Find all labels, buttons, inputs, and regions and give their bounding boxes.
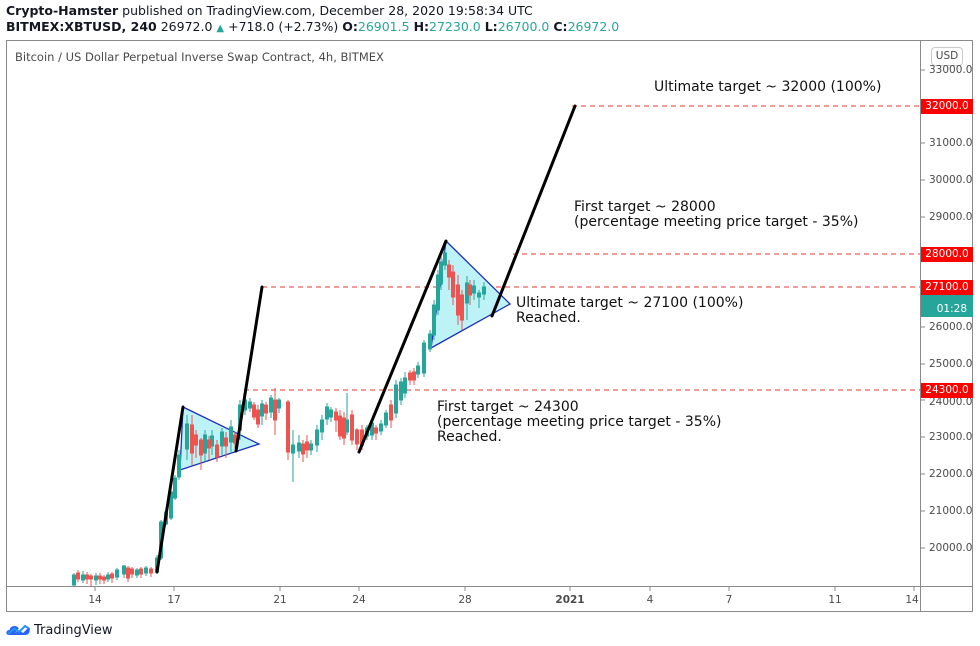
high-value: 27230.0 bbox=[429, 19, 481, 34]
annotation-first-28000-line2: (percentage meeting price target - 35%) bbox=[574, 214, 859, 230]
x-tick: 4 bbox=[646, 594, 654, 606]
price-label-28000[interactable]: 28000.0 bbox=[921, 247, 973, 262]
price-change: +718.0 (+2.73%) bbox=[228, 19, 339, 34]
x-tick: 28 bbox=[458, 594, 472, 606]
publish-info: Crypto-Hamster published on TradingView.… bbox=[6, 3, 533, 18]
annotation-first-24300-line3: Reached. bbox=[437, 429, 502, 445]
y-tick: 23000.0 bbox=[929, 431, 973, 443]
price-label-27100[interactable]: 27100.0 bbox=[921, 280, 973, 295]
close-label: C: bbox=[553, 19, 568, 34]
x-tick: 24 bbox=[352, 594, 366, 606]
y-tick: 24000.0 bbox=[929, 396, 973, 408]
projection-line-1 bbox=[234, 285, 264, 453]
close-value: 26972.0 bbox=[567, 19, 620, 34]
annotation-ultimate-32000[interactable]: Ultimate target ~ 32000 (100%) bbox=[654, 79, 882, 95]
annotation-first-28000-line1: First target ~ 28000 bbox=[574, 199, 716, 215]
chart-frame bbox=[6, 40, 973, 612]
x-tick: 7 bbox=[725, 594, 733, 606]
y-tick: 25000.0 bbox=[929, 358, 973, 370]
up-arrow-icon: ▲ bbox=[216, 23, 225, 34]
target-lines bbox=[244, 105, 920, 391]
price-label-24300[interactable]: 24300.0 bbox=[921, 383, 973, 398]
x-tick: 17 bbox=[167, 594, 181, 606]
current-price-label[interactable] bbox=[921, 295, 973, 302]
tradingview-logo[interactable]: TradingView bbox=[6, 620, 113, 640]
y-tick: 20000.0 bbox=[929, 542, 973, 554]
chart-title: Bitcoin / US Dollar Perpetual Inverse Sw… bbox=[15, 50, 384, 64]
annotation-first-28000[interactable]: First target ~ 28000 (percentage meeting… bbox=[574, 200, 858, 230]
x-tick: 11 bbox=[828, 594, 842, 606]
ohlc-legend: BITMEX:XBTUSD, 240 26972.0 ▲ +718.0 (+2.… bbox=[6, 19, 619, 36]
y-tick: 31000.0 bbox=[929, 137, 973, 149]
y-tick: 29000.0 bbox=[929, 211, 973, 223]
candlesticks bbox=[72, 250, 486, 586]
pole-line-2 bbox=[357, 239, 448, 454]
published-text: published on TradingView.com, December 2… bbox=[122, 3, 533, 18]
time-axis-ticks bbox=[94, 587, 915, 591]
x-tick: 21 bbox=[273, 594, 287, 606]
bar-countdown: 01:28 bbox=[921, 302, 973, 317]
open-label: O: bbox=[342, 19, 358, 34]
symbol-label: BITMEX:XBTUSD, 240 bbox=[6, 19, 157, 34]
projection-line-2 bbox=[490, 104, 577, 318]
pole-line-1 bbox=[155, 405, 185, 574]
currency-button[interactable]: USD bbox=[931, 47, 963, 66]
high-label: H: bbox=[413, 19, 430, 34]
low-label: L: bbox=[484, 19, 498, 34]
low-value: 26700.0 bbox=[497, 19, 550, 34]
last-price: 26972.0 bbox=[160, 19, 213, 34]
brand-name: TradingView bbox=[34, 622, 113, 638]
annotation-ultimate-27100-line2: Reached. bbox=[516, 310, 581, 326]
y-tick: 21000.0 bbox=[929, 505, 973, 517]
annotation-first-24300-line1: First target ~ 24300 bbox=[437, 399, 579, 415]
annotation-ultimate-27100[interactable]: Ultimate target ~ 27100 (100%) Reached. bbox=[516, 296, 743, 326]
annotation-first-24300-line2: (percentage meeting price target - 35%) bbox=[437, 414, 722, 430]
y-tick: 22000.0 bbox=[929, 468, 973, 480]
y-tick: 30000.0 bbox=[929, 174, 973, 186]
x-tick: 14 bbox=[88, 594, 102, 606]
author-name[interactable]: Crypto-Hamster bbox=[6, 3, 119, 18]
x-tick: 14 bbox=[905, 594, 919, 606]
y-tick: 26000.0 bbox=[929, 321, 973, 333]
annotation-ultimate-27100-line1: Ultimate target ~ 27100 (100%) bbox=[516, 295, 744, 311]
tradingview-cloud-icon bbox=[6, 624, 30, 635]
annotation-first-24300[interactable]: First target ~ 24300 (percentage meeting… bbox=[437, 400, 721, 445]
y-tick: 33000.0 bbox=[929, 64, 973, 76]
x-tick-year: 2021 bbox=[555, 594, 585, 606]
price-label-32000[interactable]: 32000.0 bbox=[921, 99, 973, 114]
trend-poles[interactable] bbox=[155, 104, 577, 574]
open-value: 26901.5 bbox=[357, 19, 410, 34]
